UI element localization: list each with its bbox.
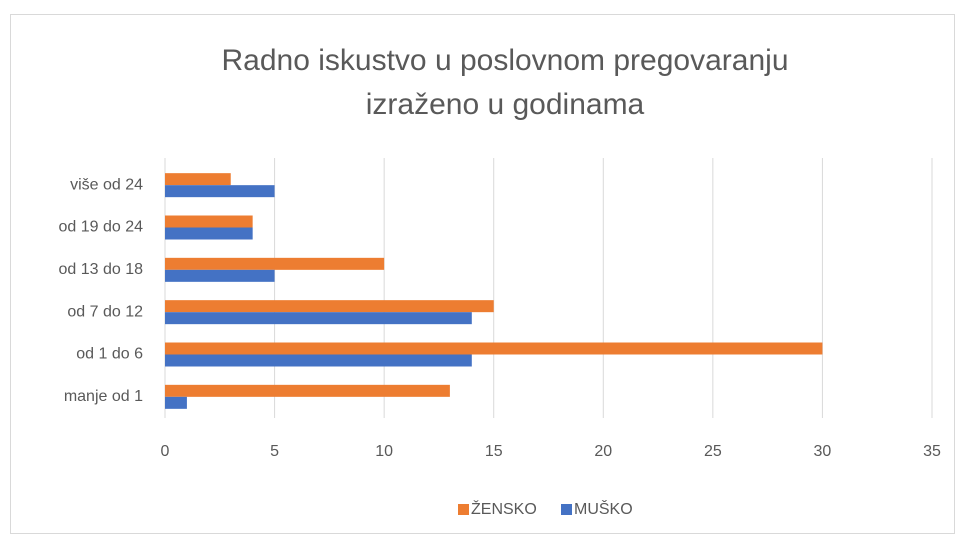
x-tick-label: 30 xyxy=(814,443,832,460)
legend-swatch xyxy=(458,504,469,515)
y-tick-label: manje od 1 xyxy=(64,388,143,405)
x-tick-label: 10 xyxy=(375,443,393,460)
y-tick-label: od 13 do 18 xyxy=(58,261,143,278)
x-tick-label: 25 xyxy=(704,443,722,460)
chart-title: izraženo u godinama xyxy=(366,88,645,121)
y-tick-label: više od 24 xyxy=(70,176,143,193)
bar xyxy=(165,396,187,409)
legend-label: MUŠKO xyxy=(574,499,633,518)
legend-label: ŽENSKO xyxy=(471,499,537,518)
bar xyxy=(165,269,275,282)
bar xyxy=(165,342,823,355)
chart-title: Radno iskustvo u poslovnom pregovaranju xyxy=(222,44,789,77)
bar xyxy=(165,215,253,228)
bar xyxy=(165,312,472,325)
x-tick-label: 15 xyxy=(485,443,503,460)
x-tick-label: 35 xyxy=(923,443,941,460)
bar xyxy=(165,185,275,198)
legend-swatch xyxy=(561,504,572,515)
bar xyxy=(165,227,253,240)
y-tick-label: od 1 do 6 xyxy=(76,346,143,363)
y-tick-label: od 7 do 12 xyxy=(67,303,143,320)
bar xyxy=(165,384,450,397)
bar xyxy=(165,257,385,270)
bar xyxy=(165,173,231,186)
y-tick-label: od 19 do 24 xyxy=(58,219,143,236)
x-tick-label: 0 xyxy=(161,443,170,460)
x-tick-label: 20 xyxy=(594,443,612,460)
bar xyxy=(165,300,494,313)
bar xyxy=(165,354,472,367)
x-tick-label: 5 xyxy=(270,443,279,460)
